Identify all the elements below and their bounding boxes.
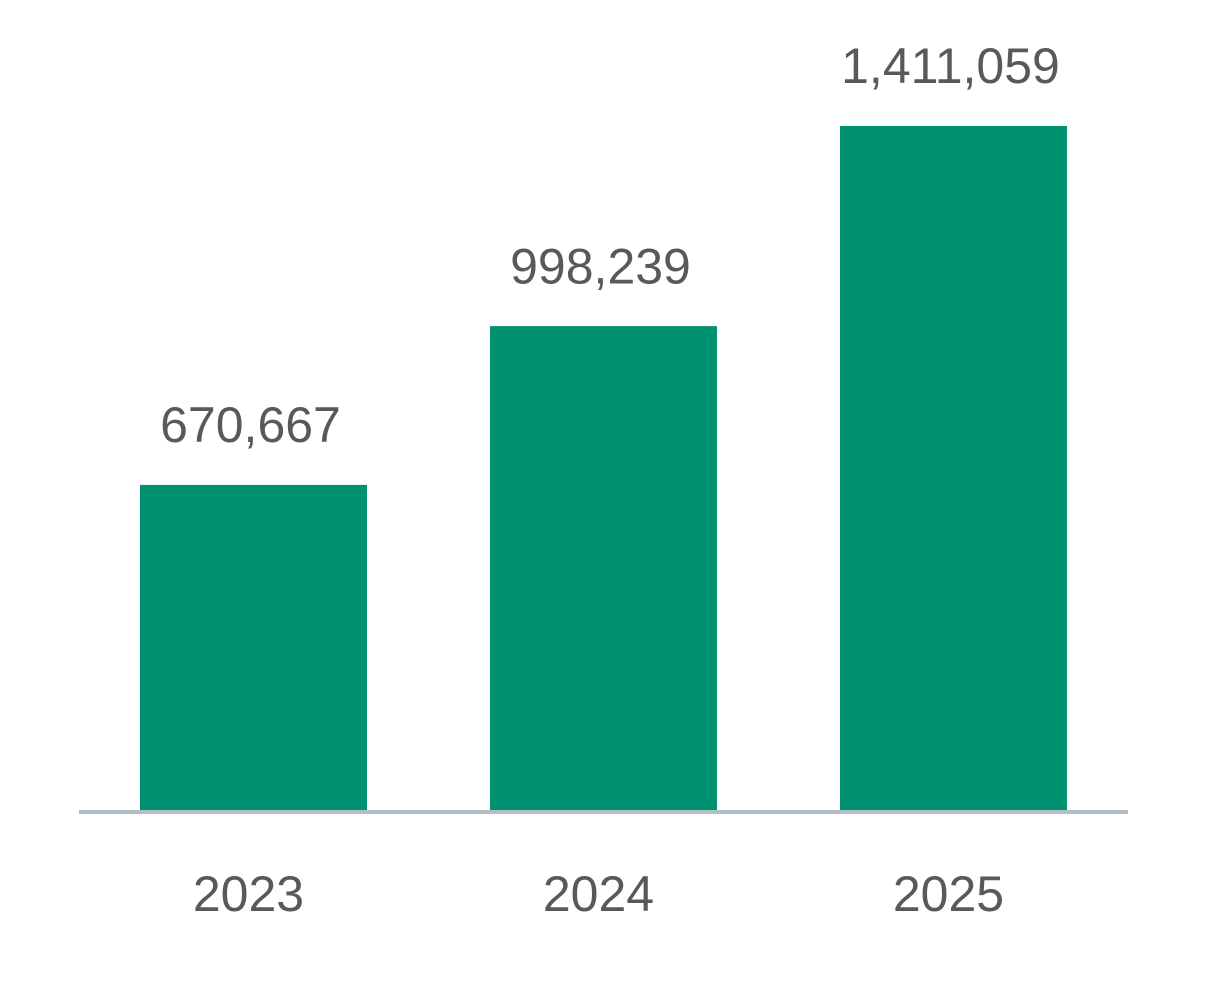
value-label: 670,667 xyxy=(160,397,341,453)
bar xyxy=(490,326,717,810)
value-label: 1,411,059 xyxy=(841,38,1060,94)
x-tick-label: 2023 xyxy=(193,866,304,922)
value-label: 998,239 xyxy=(510,238,691,294)
bar xyxy=(140,484,367,810)
x-tick-label: 2025 xyxy=(893,866,1004,922)
bar xyxy=(840,126,1067,810)
x-tick-label: 2024 xyxy=(543,866,654,922)
